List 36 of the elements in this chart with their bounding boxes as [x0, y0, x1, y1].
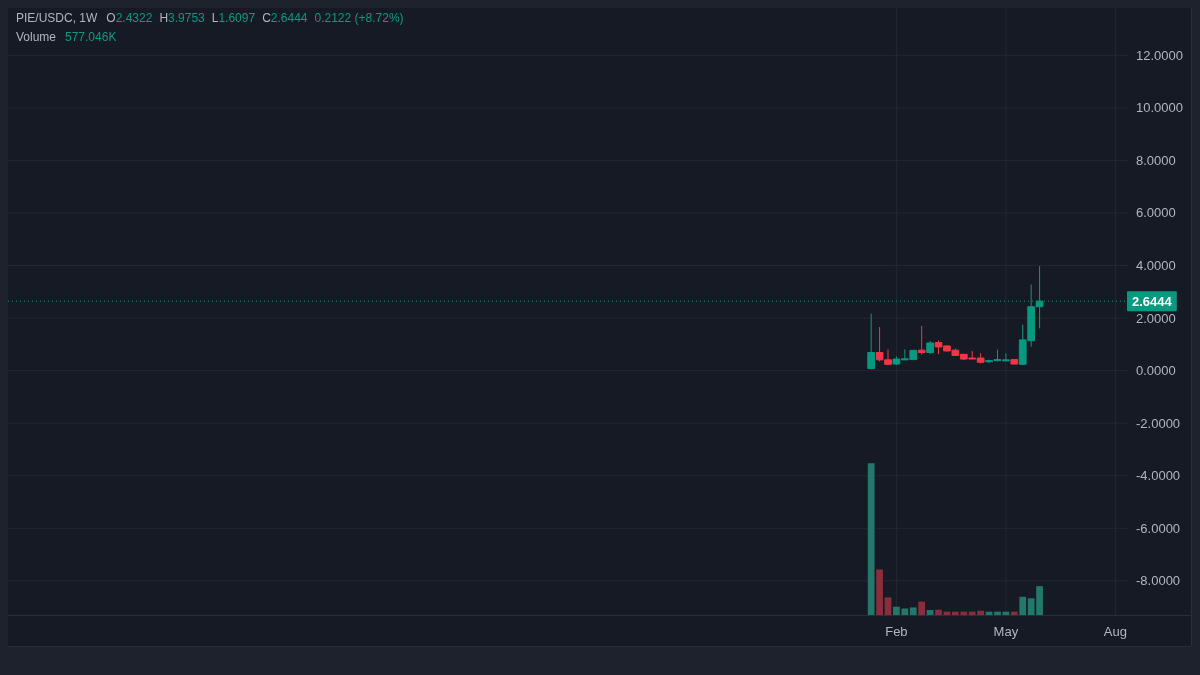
bar — [884, 597, 892, 615]
y-tick-label: 4.0000 — [1136, 258, 1176, 274]
candlestick — [867, 313, 876, 370]
y-tick-label: -4.0000 — [1136, 468, 1181, 484]
x-tick-label: Feb — [885, 623, 908, 639]
annotation: L1.6097 — [211, 11, 256, 25]
annotation: H3.9753 — [159, 11, 206, 25]
y-tick-label: 6.0000 — [1136, 205, 1176, 221]
y-tick-label: 8.0000 — [1136, 152, 1176, 168]
bar — [1019, 596, 1027, 615]
bar — [876, 569, 883, 615]
y-tick-label: 10.0000 — [1136, 100, 1183, 116]
candlestick — [926, 340, 934, 355]
candlestick — [1010, 358, 1019, 366]
y-tick-label: 2.0000 — [1136, 310, 1176, 326]
chart-title: Volume — [16, 30, 57, 44]
y-tick-label: 0.0000 — [1136, 363, 1176, 379]
bar — [867, 463, 875, 615]
annotation: 577.046K — [65, 30, 117, 44]
x-tick-label: May — [993, 623, 1019, 639]
chart-title: PIE/USDC, 1W — [16, 11, 99, 25]
annotation: C2.6444 — [262, 11, 308, 25]
ref-line-label: 2.6444 — [1132, 293, 1173, 309]
y-tick-label: -2.0000 — [1136, 415, 1181, 431]
y-tick-label: -8.0000 — [1136, 573, 1181, 589]
bar — [909, 607, 917, 615]
bar — [935, 609, 942, 615]
candlestick — [917, 325, 926, 356]
x-tick-label: Aug — [1103, 623, 1127, 639]
annotation: O2.4322 — [106, 11, 153, 25]
annotation: 0.2122 (+8.72%) — [314, 11, 404, 25]
y-tick-label: 12.0000 — [1136, 47, 1183, 63]
bar — [1010, 611, 1018, 615]
bar — [918, 601, 926, 615]
y-tick-label: -6.0000 — [1136, 520, 1181, 536]
bar — [994, 611, 1001, 615]
